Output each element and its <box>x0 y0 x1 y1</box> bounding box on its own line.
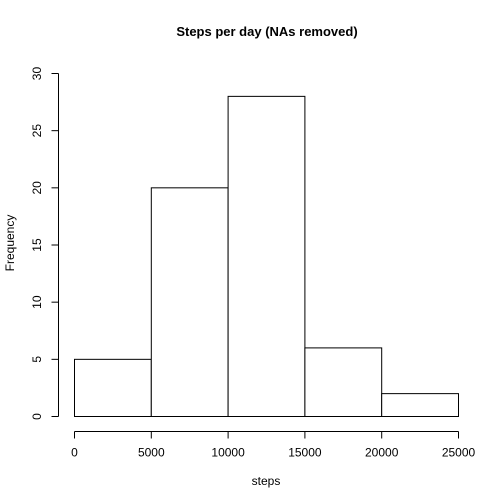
histogram-bar-3 <box>304 347 383 417</box>
histogram-bar-0 <box>74 358 152 418</box>
y-tick-label-1: 5 <box>30 356 44 363</box>
x-tick-label-4: 20000 <box>365 446 399 460</box>
chart-title: Steps per day (NAs removed) <box>176 24 357 39</box>
x-axis: 0 5000 10000 15000 20000 25000 <box>71 431 476 460</box>
x-tick-label-5: 25000 <box>442 446 476 460</box>
histogram-bar-4 <box>381 393 460 417</box>
y-tick-label-3: 15 <box>30 238 44 252</box>
bars-group <box>74 95 460 418</box>
y-tick-label-0: 0 <box>30 413 44 420</box>
y-tick-label-5: 25 <box>30 124 44 138</box>
y-tick-label-4: 20 <box>30 181 44 195</box>
x-tick-label-2: 10000 <box>211 446 245 460</box>
x-tick-label-1: 5000 <box>138 446 165 460</box>
histogram-bar-1 <box>150 187 229 417</box>
x-axis-label: steps <box>252 474 281 488</box>
y-tick-label-2: 10 <box>30 295 44 309</box>
y-axis: 0 5 10 15 20 25 30 <box>30 67 59 420</box>
x-tick-label-3: 15000 <box>288 446 322 460</box>
histogram-bar-2 <box>227 95 306 417</box>
x-tick-label-0: 0 <box>71 446 78 460</box>
y-tick-label-6: 30 <box>30 67 44 81</box>
y-axis-label: Frequency <box>3 215 17 272</box>
